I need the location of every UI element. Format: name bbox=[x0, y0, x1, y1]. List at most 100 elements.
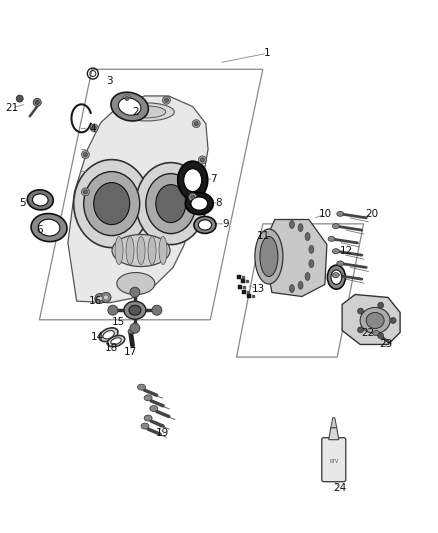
Ellipse shape bbox=[128, 329, 135, 334]
Ellipse shape bbox=[332, 273, 339, 278]
Ellipse shape bbox=[117, 272, 155, 295]
Ellipse shape bbox=[366, 312, 384, 328]
Circle shape bbox=[357, 327, 364, 333]
Circle shape bbox=[192, 119, 200, 128]
Ellipse shape bbox=[298, 281, 303, 289]
Text: 7: 7 bbox=[210, 174, 217, 183]
Circle shape bbox=[198, 156, 206, 164]
Ellipse shape bbox=[156, 184, 186, 223]
Circle shape bbox=[101, 293, 111, 302]
Ellipse shape bbox=[337, 212, 344, 216]
Circle shape bbox=[16, 95, 23, 102]
Circle shape bbox=[378, 302, 384, 308]
Circle shape bbox=[194, 122, 198, 126]
Ellipse shape bbox=[32, 194, 48, 206]
Ellipse shape bbox=[148, 237, 156, 264]
Ellipse shape bbox=[184, 169, 202, 191]
Text: 10: 10 bbox=[318, 209, 332, 219]
Ellipse shape bbox=[138, 384, 145, 390]
Text: 17: 17 bbox=[124, 347, 137, 357]
Ellipse shape bbox=[309, 245, 314, 253]
Ellipse shape bbox=[119, 103, 174, 121]
Text: 16: 16 bbox=[89, 296, 102, 306]
Text: 20: 20 bbox=[366, 209, 379, 219]
Ellipse shape bbox=[103, 330, 114, 339]
Text: 5: 5 bbox=[19, 198, 26, 207]
Ellipse shape bbox=[331, 270, 342, 285]
Ellipse shape bbox=[124, 301, 146, 319]
Ellipse shape bbox=[327, 265, 346, 289]
Circle shape bbox=[81, 150, 89, 159]
Circle shape bbox=[90, 124, 98, 132]
Text: 8: 8 bbox=[215, 198, 223, 207]
Ellipse shape bbox=[185, 192, 213, 215]
Circle shape bbox=[35, 100, 39, 104]
Circle shape bbox=[357, 308, 364, 314]
Ellipse shape bbox=[332, 249, 339, 254]
Text: 6: 6 bbox=[36, 225, 43, 235]
Circle shape bbox=[33, 98, 41, 107]
Text: 15: 15 bbox=[112, 318, 125, 327]
Ellipse shape bbox=[328, 237, 335, 241]
Circle shape bbox=[97, 296, 102, 301]
Ellipse shape bbox=[298, 224, 303, 232]
Text: 9: 9 bbox=[222, 219, 229, 229]
Ellipse shape bbox=[255, 229, 283, 284]
Ellipse shape bbox=[84, 172, 140, 236]
Ellipse shape bbox=[141, 423, 149, 429]
Text: 19: 19 bbox=[155, 428, 169, 438]
FancyBboxPatch shape bbox=[322, 438, 346, 482]
Ellipse shape bbox=[38, 219, 60, 236]
Circle shape bbox=[123, 94, 131, 103]
Circle shape bbox=[378, 333, 384, 338]
Circle shape bbox=[189, 193, 197, 201]
Ellipse shape bbox=[178, 161, 208, 199]
Text: RTV: RTV bbox=[329, 459, 339, 464]
Polygon shape bbox=[331, 418, 337, 427]
Circle shape bbox=[108, 305, 118, 315]
Ellipse shape bbox=[111, 338, 121, 344]
Circle shape bbox=[162, 96, 170, 104]
Text: 12: 12 bbox=[339, 246, 353, 255]
Text: 3: 3 bbox=[106, 76, 113, 86]
Ellipse shape bbox=[111, 92, 148, 121]
Ellipse shape bbox=[31, 214, 67, 241]
Circle shape bbox=[164, 98, 169, 102]
Ellipse shape bbox=[74, 159, 150, 248]
Ellipse shape bbox=[94, 183, 130, 224]
Ellipse shape bbox=[191, 197, 208, 210]
Ellipse shape bbox=[159, 237, 167, 264]
Circle shape bbox=[125, 96, 129, 101]
Circle shape bbox=[152, 305, 162, 315]
Ellipse shape bbox=[118, 98, 141, 115]
Ellipse shape bbox=[137, 237, 145, 264]
Ellipse shape bbox=[129, 305, 141, 315]
Circle shape bbox=[200, 158, 205, 162]
Ellipse shape bbox=[260, 237, 278, 277]
Polygon shape bbox=[68, 96, 208, 303]
Circle shape bbox=[95, 294, 105, 303]
Circle shape bbox=[191, 195, 195, 199]
Ellipse shape bbox=[360, 308, 390, 334]
Text: 22: 22 bbox=[361, 328, 374, 338]
Ellipse shape bbox=[115, 237, 123, 264]
Ellipse shape bbox=[337, 261, 344, 266]
Ellipse shape bbox=[112, 235, 170, 266]
Ellipse shape bbox=[290, 285, 294, 293]
Circle shape bbox=[92, 126, 96, 130]
Text: 2: 2 bbox=[132, 107, 139, 117]
Ellipse shape bbox=[194, 216, 216, 233]
Ellipse shape bbox=[107, 335, 125, 347]
Circle shape bbox=[130, 323, 140, 333]
Text: 1: 1 bbox=[264, 49, 271, 58]
Polygon shape bbox=[329, 427, 339, 440]
Ellipse shape bbox=[305, 272, 310, 280]
Ellipse shape bbox=[373, 330, 380, 336]
Circle shape bbox=[130, 287, 140, 297]
Ellipse shape bbox=[99, 328, 118, 342]
Circle shape bbox=[103, 295, 109, 300]
Text: 21: 21 bbox=[6, 103, 19, 112]
Text: 4: 4 bbox=[89, 124, 96, 134]
Text: 24: 24 bbox=[333, 483, 346, 492]
Text: 13: 13 bbox=[252, 284, 265, 294]
